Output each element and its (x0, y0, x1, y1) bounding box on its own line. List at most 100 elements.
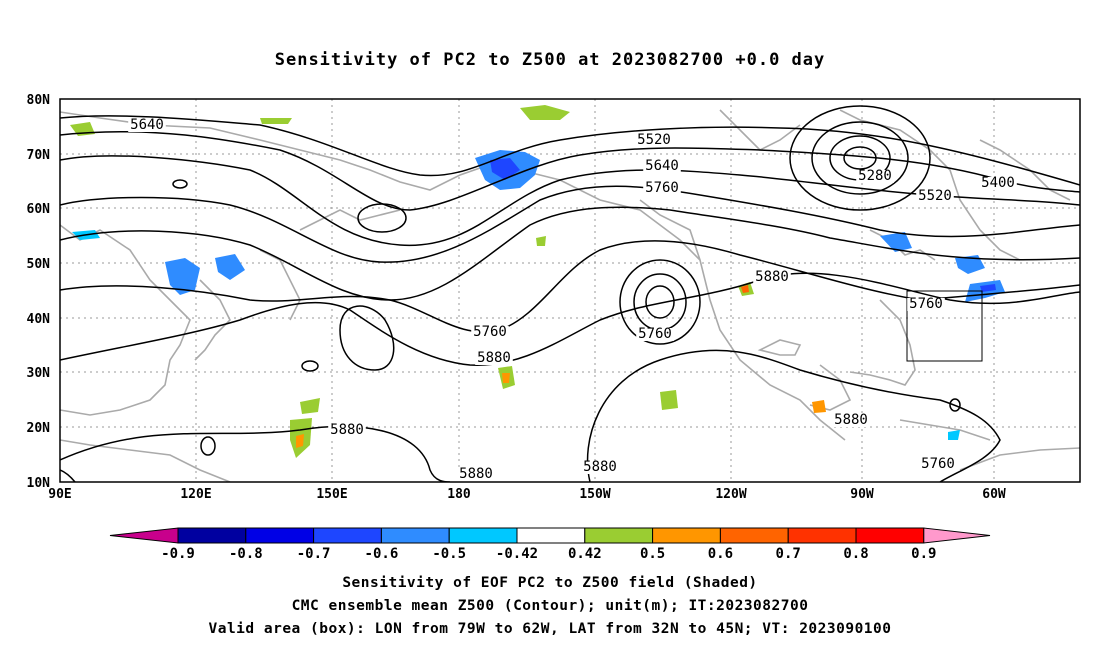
contour-label-bg (643, 182, 681, 195)
lat-tick-label: 10N (27, 476, 51, 491)
positive-patch (660, 390, 678, 410)
negative-patch (955, 255, 985, 274)
contour-label: 5880 (755, 269, 789, 285)
colorbar-tick-label: -0.8 (229, 546, 263, 562)
lon-tick-label: 150W (579, 487, 610, 502)
colorbar-end-right (923, 527, 991, 544)
colorbar-end-left (109, 527, 179, 544)
lat-tick-label: 30N (27, 366, 51, 381)
contour-label-bg (471, 326, 509, 339)
colorbar-box (652, 527, 721, 544)
negative-patch (880, 232, 912, 252)
colorbar-tick-label: 0.5 (640, 546, 665, 562)
contour-label: 5880 (583, 459, 617, 475)
contour-label-bg (636, 328, 674, 341)
contour-label: 5520 (918, 188, 952, 204)
colorbar-tick-label: 0.9 (911, 546, 936, 562)
lon-tick-label: 150E (316, 487, 347, 502)
contour-label: 5760 (645, 180, 679, 196)
colorbar-tick-label: -0.7 (297, 546, 331, 562)
positive-patch (260, 118, 292, 124)
valid-area-box (906, 290, 983, 362)
positive-patch (536, 236, 546, 246)
lon-tick-label: 60W (982, 487, 1006, 502)
colorbar-box (448, 527, 518, 544)
lon-tick-label: 90E (48, 487, 71, 502)
contour-label-bg (753, 271, 791, 284)
contour-label-bg (916, 190, 954, 203)
colorbar-box (380, 527, 450, 544)
negative-patch (165, 258, 200, 295)
contour-label: 5760 (921, 456, 955, 472)
colorbar-box (584, 527, 654, 544)
contour-label-bg (919, 458, 957, 471)
contour-label-bg (128, 119, 166, 132)
positive-patch (741, 285, 749, 293)
caption-line-1: Sensitivity of EOF PC2 to Z500 field (Sh… (342, 575, 758, 591)
caption-line-3: Valid area (box): LON from 79W to 62W, L… (208, 621, 892, 637)
lon-axis: 90E 120E 150E 180 150W 120W 90W 60W (48, 487, 1006, 502)
colorbar-tick-label: 0.7 (776, 546, 801, 562)
lat-tick-label: 40N (27, 312, 51, 327)
colorbar-box (719, 527, 789, 544)
sensitivity-shading (70, 105, 1005, 458)
colorbar-box (245, 527, 315, 544)
contour-label: 5880 (834, 412, 868, 428)
lat-tick-label: 60N (27, 202, 51, 217)
contour-label: 5640 (645, 158, 679, 174)
contour-label-bg (457, 468, 495, 481)
colorbar-tick-label: -0.6 (365, 546, 399, 562)
negative-patch (215, 254, 245, 280)
colorbar-tick-label: 0.42 (568, 546, 602, 562)
negative-patch (490, 158, 520, 180)
map-panel: 5640 5520 5640 5760 5280 5400 5520 5760 5880 5760… (27, 93, 1081, 562)
contour-label-bg (832, 414, 870, 427)
lon-tick-label: 180 (447, 487, 471, 502)
contour-label: 5400 (981, 175, 1015, 191)
contour-label-bg (643, 160, 681, 173)
contour-label-bg (979, 177, 1017, 190)
colorbar-box (177, 527, 247, 544)
lat-tick-label: 50N (27, 257, 51, 272)
positive-patch (502, 373, 510, 383)
colorbar-box (787, 527, 857, 544)
lat-tick-label: 20N (27, 421, 51, 436)
contour-label: 5880 (459, 466, 493, 482)
contour-labels: 5640 5520 5640 5760 5280 5400 5520 5760 5880 5760… (128, 117, 1017, 482)
contour-label-bg (475, 352, 513, 365)
contour-label: 5760 (473, 324, 507, 340)
contour-label: 5760 (909, 296, 943, 312)
colorbar-box (313, 527, 382, 544)
lon-tick-label: 120W (715, 487, 746, 502)
contour-label: 5880 (330, 422, 364, 438)
contour-label: 5640 (130, 117, 164, 133)
colorbar-tick-label: 0.8 (843, 546, 868, 562)
caption-line-2: CMC ensemble mean Z500 (Contour); unit(m… (291, 598, 809, 614)
positive-patch (520, 105, 570, 120)
lon-tick-label: 90W (850, 487, 874, 502)
colorbar: -0.9 -0.8 -0.7 -0.6 -0.5 -0.42 0.42 0.5 0.6 0.7 0.… (109, 527, 991, 562)
contour-label-bg (328, 424, 366, 437)
lat-tick-label: 70N (27, 148, 51, 163)
negative-patch (980, 284, 996, 292)
contour-label: 5280 (858, 168, 892, 184)
lat-tick-label: 80N (27, 93, 51, 108)
lat-axis: 80N 70N 60N 50N 40N 30N 20N 10N (27, 93, 51, 491)
colorbar-tick-label: -0.9 (161, 546, 195, 562)
positive-patch (812, 400, 826, 413)
contour-label-bg (581, 461, 619, 474)
map-title: Sensitivity of PC2 to Z500 at 2023082700… (274, 50, 826, 70)
contour-label: 5520 (637, 132, 671, 148)
positive-patch (300, 398, 320, 414)
colorbar-box (516, 527, 586, 544)
contour-label-bg (635, 134, 673, 147)
colorbar-box (855, 527, 925, 544)
positive-patch (296, 434, 304, 448)
lon-tick-label: 120E (180, 487, 211, 502)
negative-patch (948, 430, 960, 440)
colorbar-tick-label: -0.42 (496, 546, 538, 562)
contour-label: 5880 (477, 350, 511, 366)
colorbar-tick-label: -0.5 (432, 546, 466, 562)
contour-label: 5760 (638, 326, 672, 342)
